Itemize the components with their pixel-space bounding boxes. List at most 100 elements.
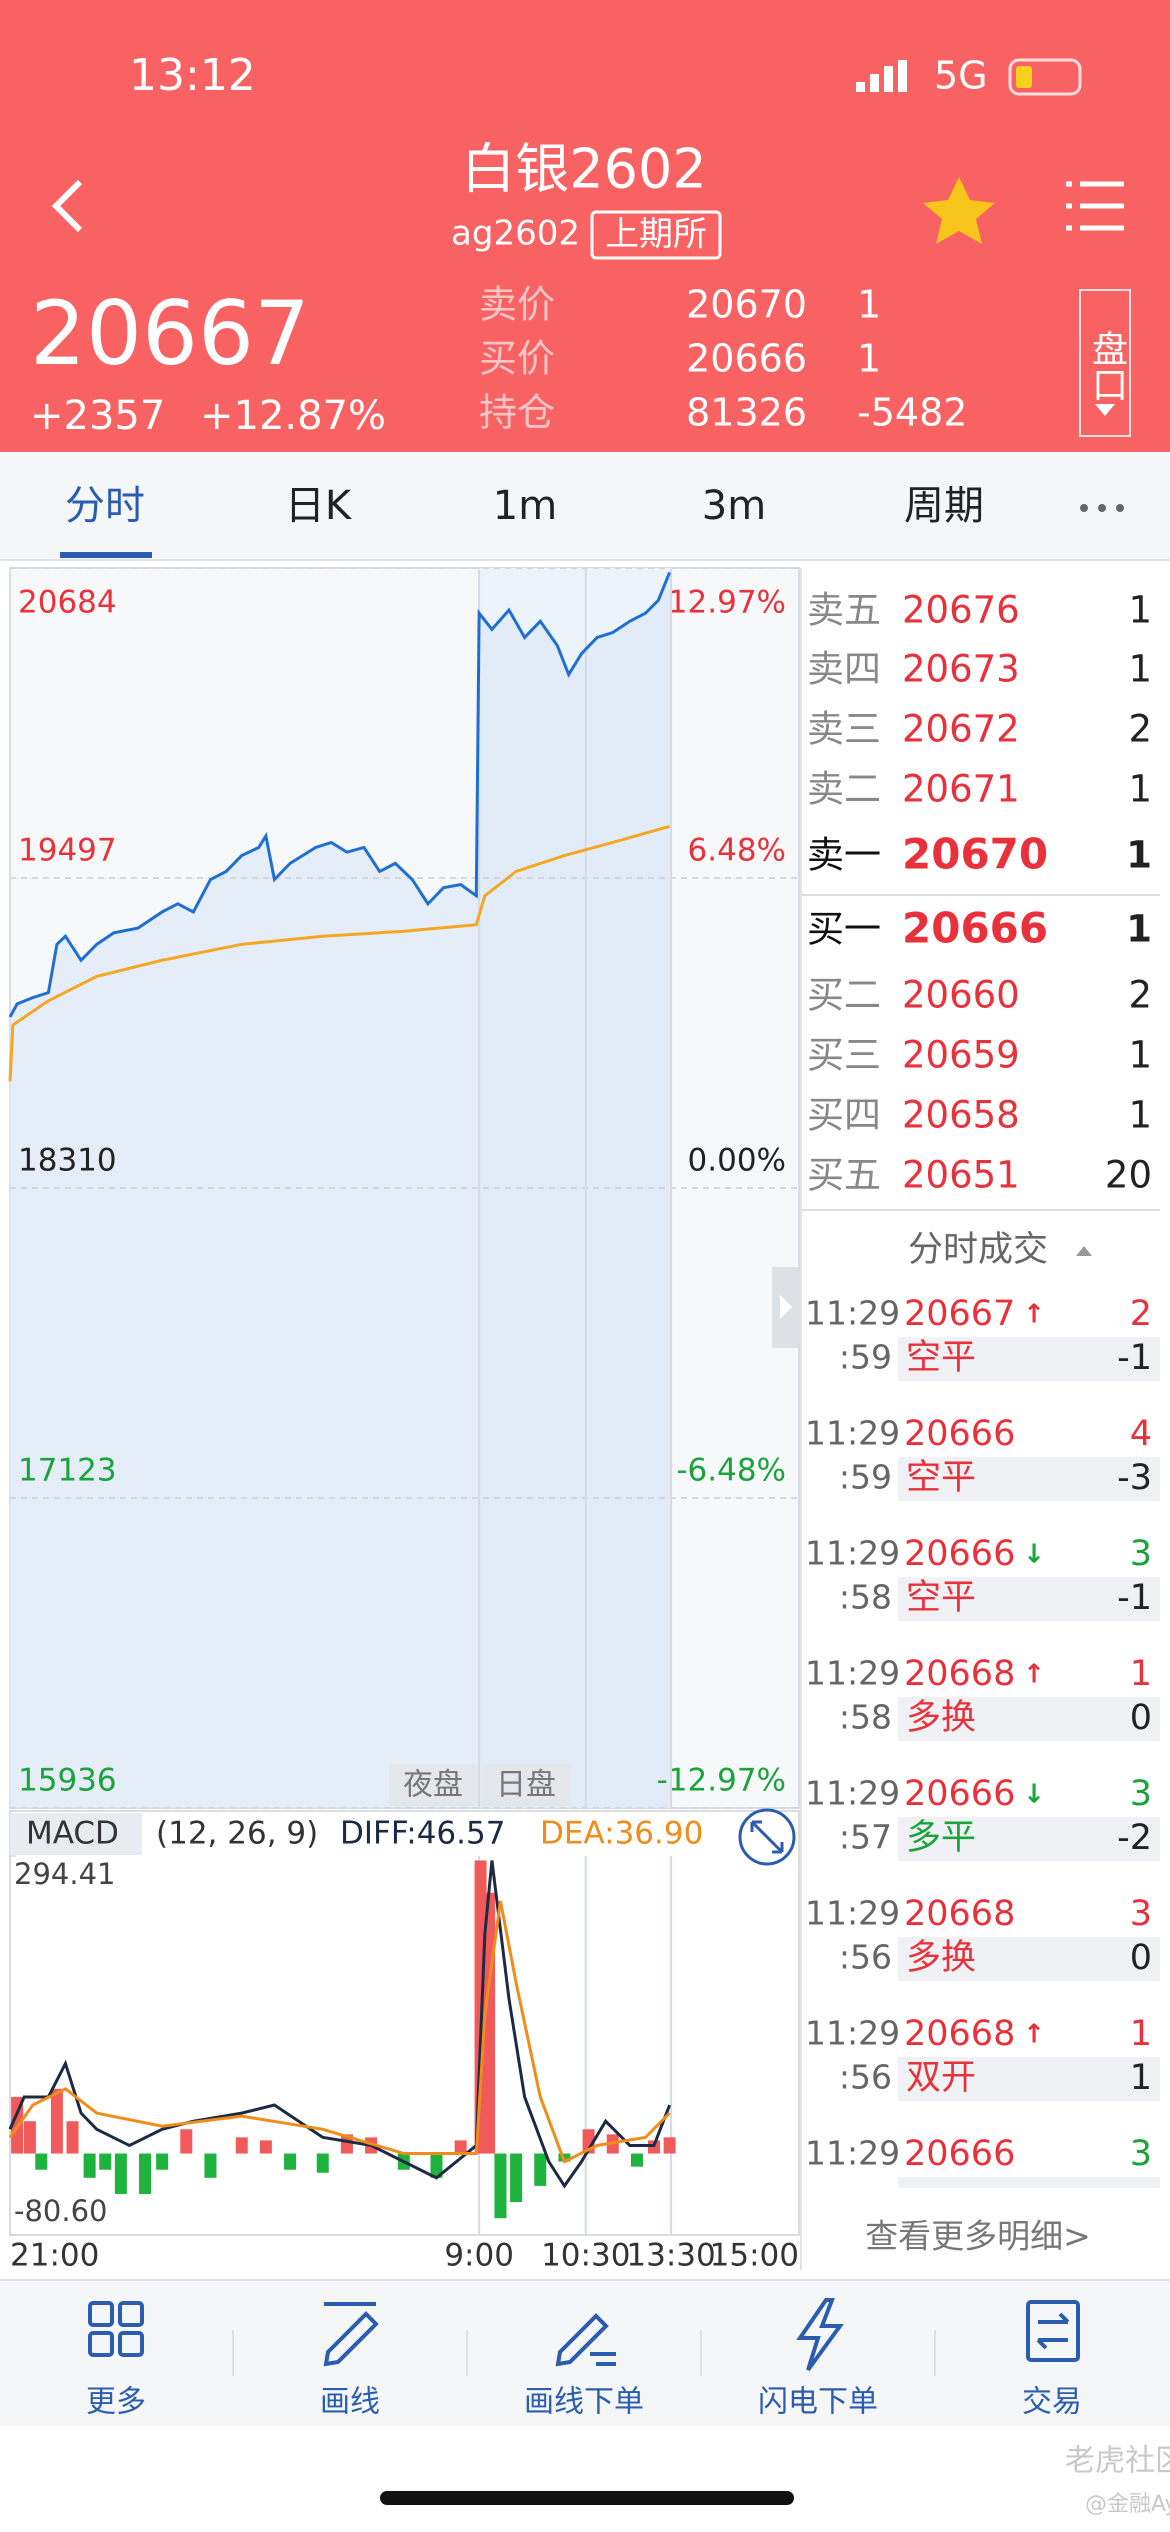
favorite-star[interactable] bbox=[923, 177, 995, 244]
watermark: 老虎社区 bbox=[1065, 2444, 1170, 2479]
tab[interactable]: 1m bbox=[493, 483, 557, 529]
toolbar-label[interactable]: 更多 bbox=[86, 2385, 146, 2420]
macd-panel bbox=[9, 1810, 800, 2236]
series-line bbox=[8, 1860, 672, 2189]
y2-tick-label: -6.48% bbox=[676, 1452, 786, 1488]
macd-bar bbox=[534, 2153, 547, 2186]
trade-change: 0 bbox=[1130, 1698, 1152, 1738]
trade-arrow: ↓ bbox=[1023, 1780, 1045, 1810]
trade-row-bg bbox=[898, 1697, 1160, 1741]
exchange-badge bbox=[590, 210, 722, 260]
book-qty: 1 bbox=[1128, 648, 1152, 691]
book-qty: 1 bbox=[1126, 834, 1152, 877]
macd-bar bbox=[114, 2153, 127, 2194]
panel-button-label: 盘口 bbox=[1086, 330, 1127, 402]
trade-kind: 多换 bbox=[906, 1938, 976, 1978]
back-button[interactable] bbox=[51, 179, 83, 233]
macd-bar bbox=[259, 2140, 272, 2154]
trade-kind: 多平 bbox=[906, 1818, 976, 1858]
quote-qty: 1 bbox=[857, 283, 881, 327]
x-tick-label: 10:30 bbox=[541, 2238, 630, 2274]
tab-underline bbox=[60, 552, 152, 558]
trade-row-bg bbox=[898, 1937, 1160, 1981]
x-tick-label: 21:00 bbox=[10, 2238, 99, 2274]
trade-price: 20666 bbox=[904, 2134, 1015, 2174]
y-tick-label: 19497 bbox=[18, 833, 117, 869]
book-qty: 2 bbox=[1128, 708, 1152, 751]
trade-kind: 空平 bbox=[906, 1338, 976, 1378]
macd-bar bbox=[23, 2121, 36, 2154]
trade-price: 20668 bbox=[904, 2014, 1015, 2054]
book-label: 买三 bbox=[807, 1034, 881, 1077]
y2-tick-label: 12.97% bbox=[668, 585, 786, 621]
trade-kind: 多换 bbox=[906, 1698, 976, 1738]
y-tick-label: 294.41 bbox=[14, 1857, 115, 1891]
toolbar bbox=[0, 2280, 1170, 2426]
session-badge bbox=[482, 1764, 571, 1806]
price-change: +2357 bbox=[30, 393, 165, 439]
book-qty: 1 bbox=[1128, 768, 1152, 811]
macd-dea: DEA:36.90 bbox=[540, 1816, 703, 1852]
tab[interactable]: 日K bbox=[285, 483, 353, 529]
trade-kind: 双开 bbox=[906, 2058, 976, 2098]
network-label: 5G bbox=[934, 54, 988, 98]
trades-list: 11:29 20667 ↑ 2:59 空平 -111:29 20666 4:59 空平 -311:… bbox=[805, 1294, 1160, 2188]
tab[interactable]: 周期 bbox=[904, 483, 984, 529]
more-tabs[interactable] bbox=[1080, 504, 1124, 512]
macd-bar bbox=[340, 2134, 353, 2154]
trade-row-bg bbox=[898, 1457, 1160, 1501]
x-tick-label: 13:30 bbox=[626, 2238, 715, 2274]
menu-button[interactable] bbox=[1066, 181, 1124, 231]
trade-time: 11:29 bbox=[805, 1894, 900, 1933]
tab[interactable]: 3m bbox=[702, 483, 766, 529]
trade-change: -2 bbox=[1117, 1818, 1152, 1858]
battery-level bbox=[1016, 66, 1032, 88]
tab[interactable]: 分时 bbox=[65, 483, 145, 529]
more-details[interactable]: 查看更多明细> bbox=[865, 2217, 1091, 2256]
macd-bar bbox=[35, 2153, 48, 2170]
panel-button[interactable] bbox=[1079, 289, 1131, 437]
book-label: 卖四 bbox=[807, 648, 881, 691]
side-handle-arrow bbox=[780, 1295, 792, 1319]
toolbar-label[interactable]: 画线 bbox=[320, 2385, 380, 2420]
trade-price: 20667 bbox=[904, 1294, 1015, 1334]
macd-title: MACD bbox=[26, 1816, 119, 1852]
trade-time: 11:29 bbox=[805, 2014, 900, 2053]
trade-price: 20666 bbox=[904, 1774, 1015, 1814]
trade-qty: 1 bbox=[1130, 2014, 1152, 2054]
trade-time: 11:29 bbox=[805, 1294, 900, 1333]
toolbar-label[interactable]: 闪电下单 bbox=[758, 2385, 878, 2420]
book-label: 卖一 bbox=[807, 834, 881, 877]
macd-bar bbox=[663, 2137, 676, 2154]
trade-time: 11:29 bbox=[805, 1534, 900, 1573]
book-price: 20671 bbox=[902, 768, 1020, 811]
expand-icon bbox=[750, 1820, 784, 1854]
watermark-user: @金融Ay bbox=[1085, 2492, 1170, 2517]
book-price: 20666 bbox=[902, 904, 1048, 953]
y2-tick-label: 0.00% bbox=[688, 1143, 786, 1179]
toolbar-icons bbox=[88, 2298, 1080, 2372]
macd-bar bbox=[316, 2153, 329, 2173]
trade-change: -1 bbox=[1117, 1338, 1152, 1378]
toolbar-label[interactable]: 画线下单 bbox=[524, 2385, 644, 2420]
macd-bar bbox=[647, 2140, 660, 2154]
macd-bar bbox=[50, 2088, 63, 2154]
trade-qty: 2 bbox=[1130, 1294, 1152, 1334]
trade-change: -1 bbox=[1117, 1578, 1152, 1618]
book-qty: 1 bbox=[1126, 908, 1152, 951]
y-tick-label: 18310 bbox=[18, 1143, 117, 1179]
signal-icon bbox=[856, 60, 907, 92]
home-indicator bbox=[380, 2491, 794, 2505]
book-label: 买四 bbox=[807, 1094, 881, 1137]
trade-kind: 空平 bbox=[906, 1578, 976, 1618]
book-price: 20651 bbox=[902, 1154, 1020, 1197]
macd-bar bbox=[454, 2140, 467, 2154]
book-label: 卖三 bbox=[807, 708, 881, 751]
trades-title: 分时成交 bbox=[908, 1230, 1048, 1270]
x-tick-label: 15:00 bbox=[710, 2238, 799, 2274]
quote-value: 20666 bbox=[686, 337, 807, 381]
toolbar-label[interactable]: 交易 bbox=[1022, 2385, 1082, 2420]
macd-bar bbox=[180, 2129, 193, 2154]
book-price: 20659 bbox=[902, 1034, 1020, 1077]
